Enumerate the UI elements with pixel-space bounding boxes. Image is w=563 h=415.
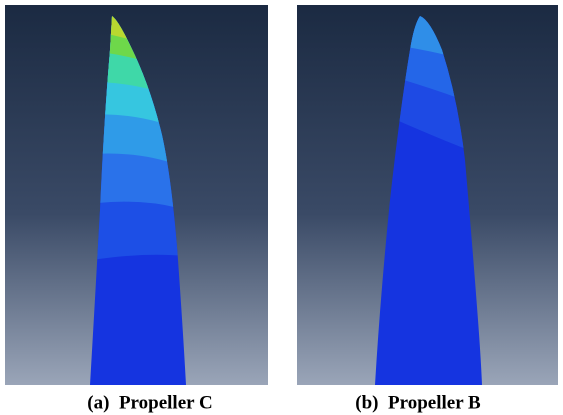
panel-b [297, 5, 558, 390]
figure: (a) Propeller C (b) Propeller B [0, 0, 563, 415]
caption: (b) Propeller B [355, 392, 481, 413]
caption: (a) Propeller C [87, 392, 212, 413]
panel-a [5, 5, 268, 390]
